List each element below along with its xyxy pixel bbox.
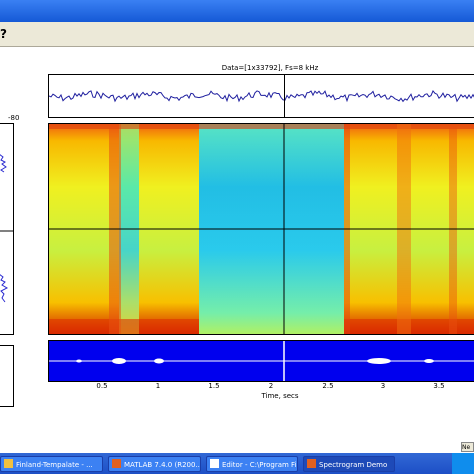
window-titlebar[interactable] [0, 0, 474, 22]
tick-label: 2.5 [322, 382, 334, 390]
tick-label: 1.5 [208, 382, 220, 390]
menu-bar [0, 22, 474, 47]
left-plot-panel[interactable] [0, 123, 14, 335]
taskbar-item-spectrogram-demo[interactable]: Spectrogram Demo [303, 456, 395, 472]
taskbar-item-label: MATLAB 7.4.0 (R200... [124, 461, 201, 469]
spectrogram-axes[interactable] [48, 123, 474, 335]
taskbar-item-matlab[interactable]: MATLAB 7.4.0 (R200... [108, 456, 201, 472]
matlab-icon [307, 459, 316, 468]
waveform-axes[interactable] [48, 74, 474, 118]
system-tray[interactable] [452, 453, 474, 474]
left-small-panel[interactable] [0, 345, 14, 407]
overview-axes[interactable] [48, 340, 474, 382]
x-axis-label: Time, secs [261, 392, 299, 400]
folder-icon [4, 459, 13, 468]
nav-button[interactable]: Ne [461, 442, 474, 452]
left-axis-label: -80 [8, 114, 20, 122]
taskbar-item-editor[interactable]: Editor - C:\Program Fi... [206, 456, 298, 472]
taskbar-item-label: Finland-Tempalate - ... [16, 461, 93, 469]
tick-label: 3.5 [433, 382, 445, 390]
left-plot-trace [0, 154, 13, 303]
tick-label: 3 [380, 382, 386, 390]
waveform-cursor[interactable] [284, 75, 285, 117]
help-icon[interactable]: ? [0, 27, 7, 41]
editor-icon [210, 459, 219, 468]
waveform-title: Data=[1x33792], Fs=8 kHz [221, 64, 319, 72]
tick-label: 2 [268, 382, 274, 390]
tick-label: 0.5 [96, 382, 108, 390]
tick-label: 1 [155, 382, 161, 390]
overview-trace [49, 341, 474, 381]
waveform-trace [49, 89, 474, 103]
spectrogram-image [49, 124, 474, 334]
taskbar-item-label: Spectrogram Demo [319, 461, 388, 469]
taskbar-item-label: Editor - C:\Program Fi... [222, 461, 298, 469]
matlab-icon [112, 459, 121, 468]
taskbar-item-finland-template[interactable]: Finland-Tempalate - ... [0, 456, 103, 472]
